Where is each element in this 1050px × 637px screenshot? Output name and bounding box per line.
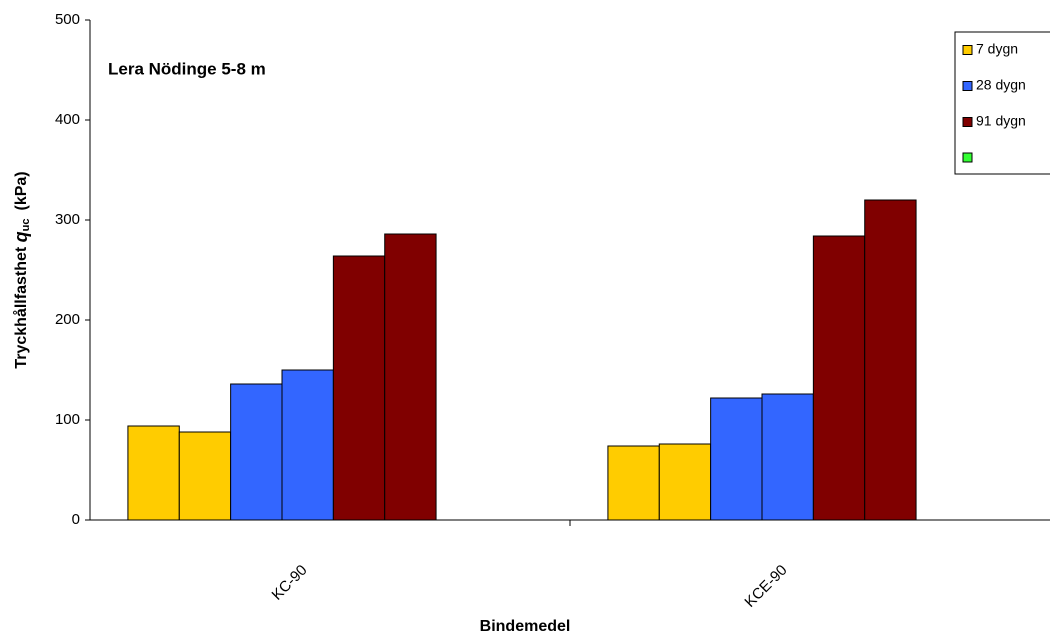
bar	[332, 255, 386, 521]
legend-swatch-empty	[962, 152, 973, 163]
legend-box	[954, 31, 1050, 175]
y-tick-label: 200	[55, 311, 80, 328]
bar	[281, 369, 334, 521]
x-tick-label: KCE-90	[741, 562, 790, 611]
y-tick-label: 400	[55, 111, 80, 128]
bar	[607, 445, 660, 521]
legend-label: 7 dygn	[976, 41, 1018, 57]
y-tick-label: 100	[55, 411, 80, 428]
bar	[658, 443, 712, 521]
y-axis-label: Tryckhållfasthet quc (kPa)	[11, 171, 32, 368]
y-tick-label: 0	[72, 511, 80, 528]
legend-swatch	[962, 45, 973, 55]
legend-label: 91 dygn	[976, 113, 1026, 129]
bar	[230, 383, 283, 521]
y-label-subscript: uc	[20, 219, 32, 232]
chart-title: Lera Nödinge 5-8 m	[108, 59, 266, 78]
bar	[384, 233, 437, 521]
bar	[710, 397, 763, 521]
bar	[127, 425, 180, 521]
legend-label: 28 dygn	[976, 77, 1026, 93]
x-tick-label: KC-90	[269, 562, 311, 604]
y-label-unit: (kPa)	[13, 171, 30, 210]
y-label-symbol: q	[11, 231, 31, 242]
legend-swatch	[962, 117, 973, 127]
y-tick-label: 500	[55, 11, 80, 28]
bar	[178, 431, 232, 521]
bar	[812, 235, 866, 521]
bar	[761, 393, 814, 521]
x-axis-label: Bindemedel	[480, 618, 571, 635]
y-label-text: Tryckhållfasthet	[12, 246, 30, 369]
bar	[864, 199, 917, 521]
y-tick-label: 300	[55, 211, 80, 228]
legend-swatch	[962, 81, 973, 91]
